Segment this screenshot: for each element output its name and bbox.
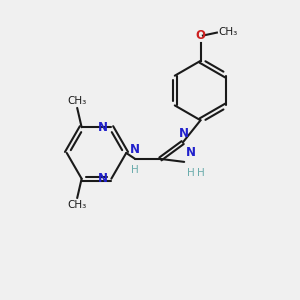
Text: N: N xyxy=(98,121,108,134)
Text: N: N xyxy=(186,146,196,159)
Text: CH₃: CH₃ xyxy=(68,200,87,210)
Text: H: H xyxy=(187,168,195,178)
Text: H: H xyxy=(197,168,204,178)
Text: CH₃: CH₃ xyxy=(68,95,87,106)
Text: N: N xyxy=(179,127,189,140)
Text: N: N xyxy=(130,143,140,156)
Text: N: N xyxy=(98,172,108,185)
Text: H: H xyxy=(131,166,138,176)
Text: CH₃: CH₃ xyxy=(218,27,238,37)
Text: O: O xyxy=(196,28,206,41)
